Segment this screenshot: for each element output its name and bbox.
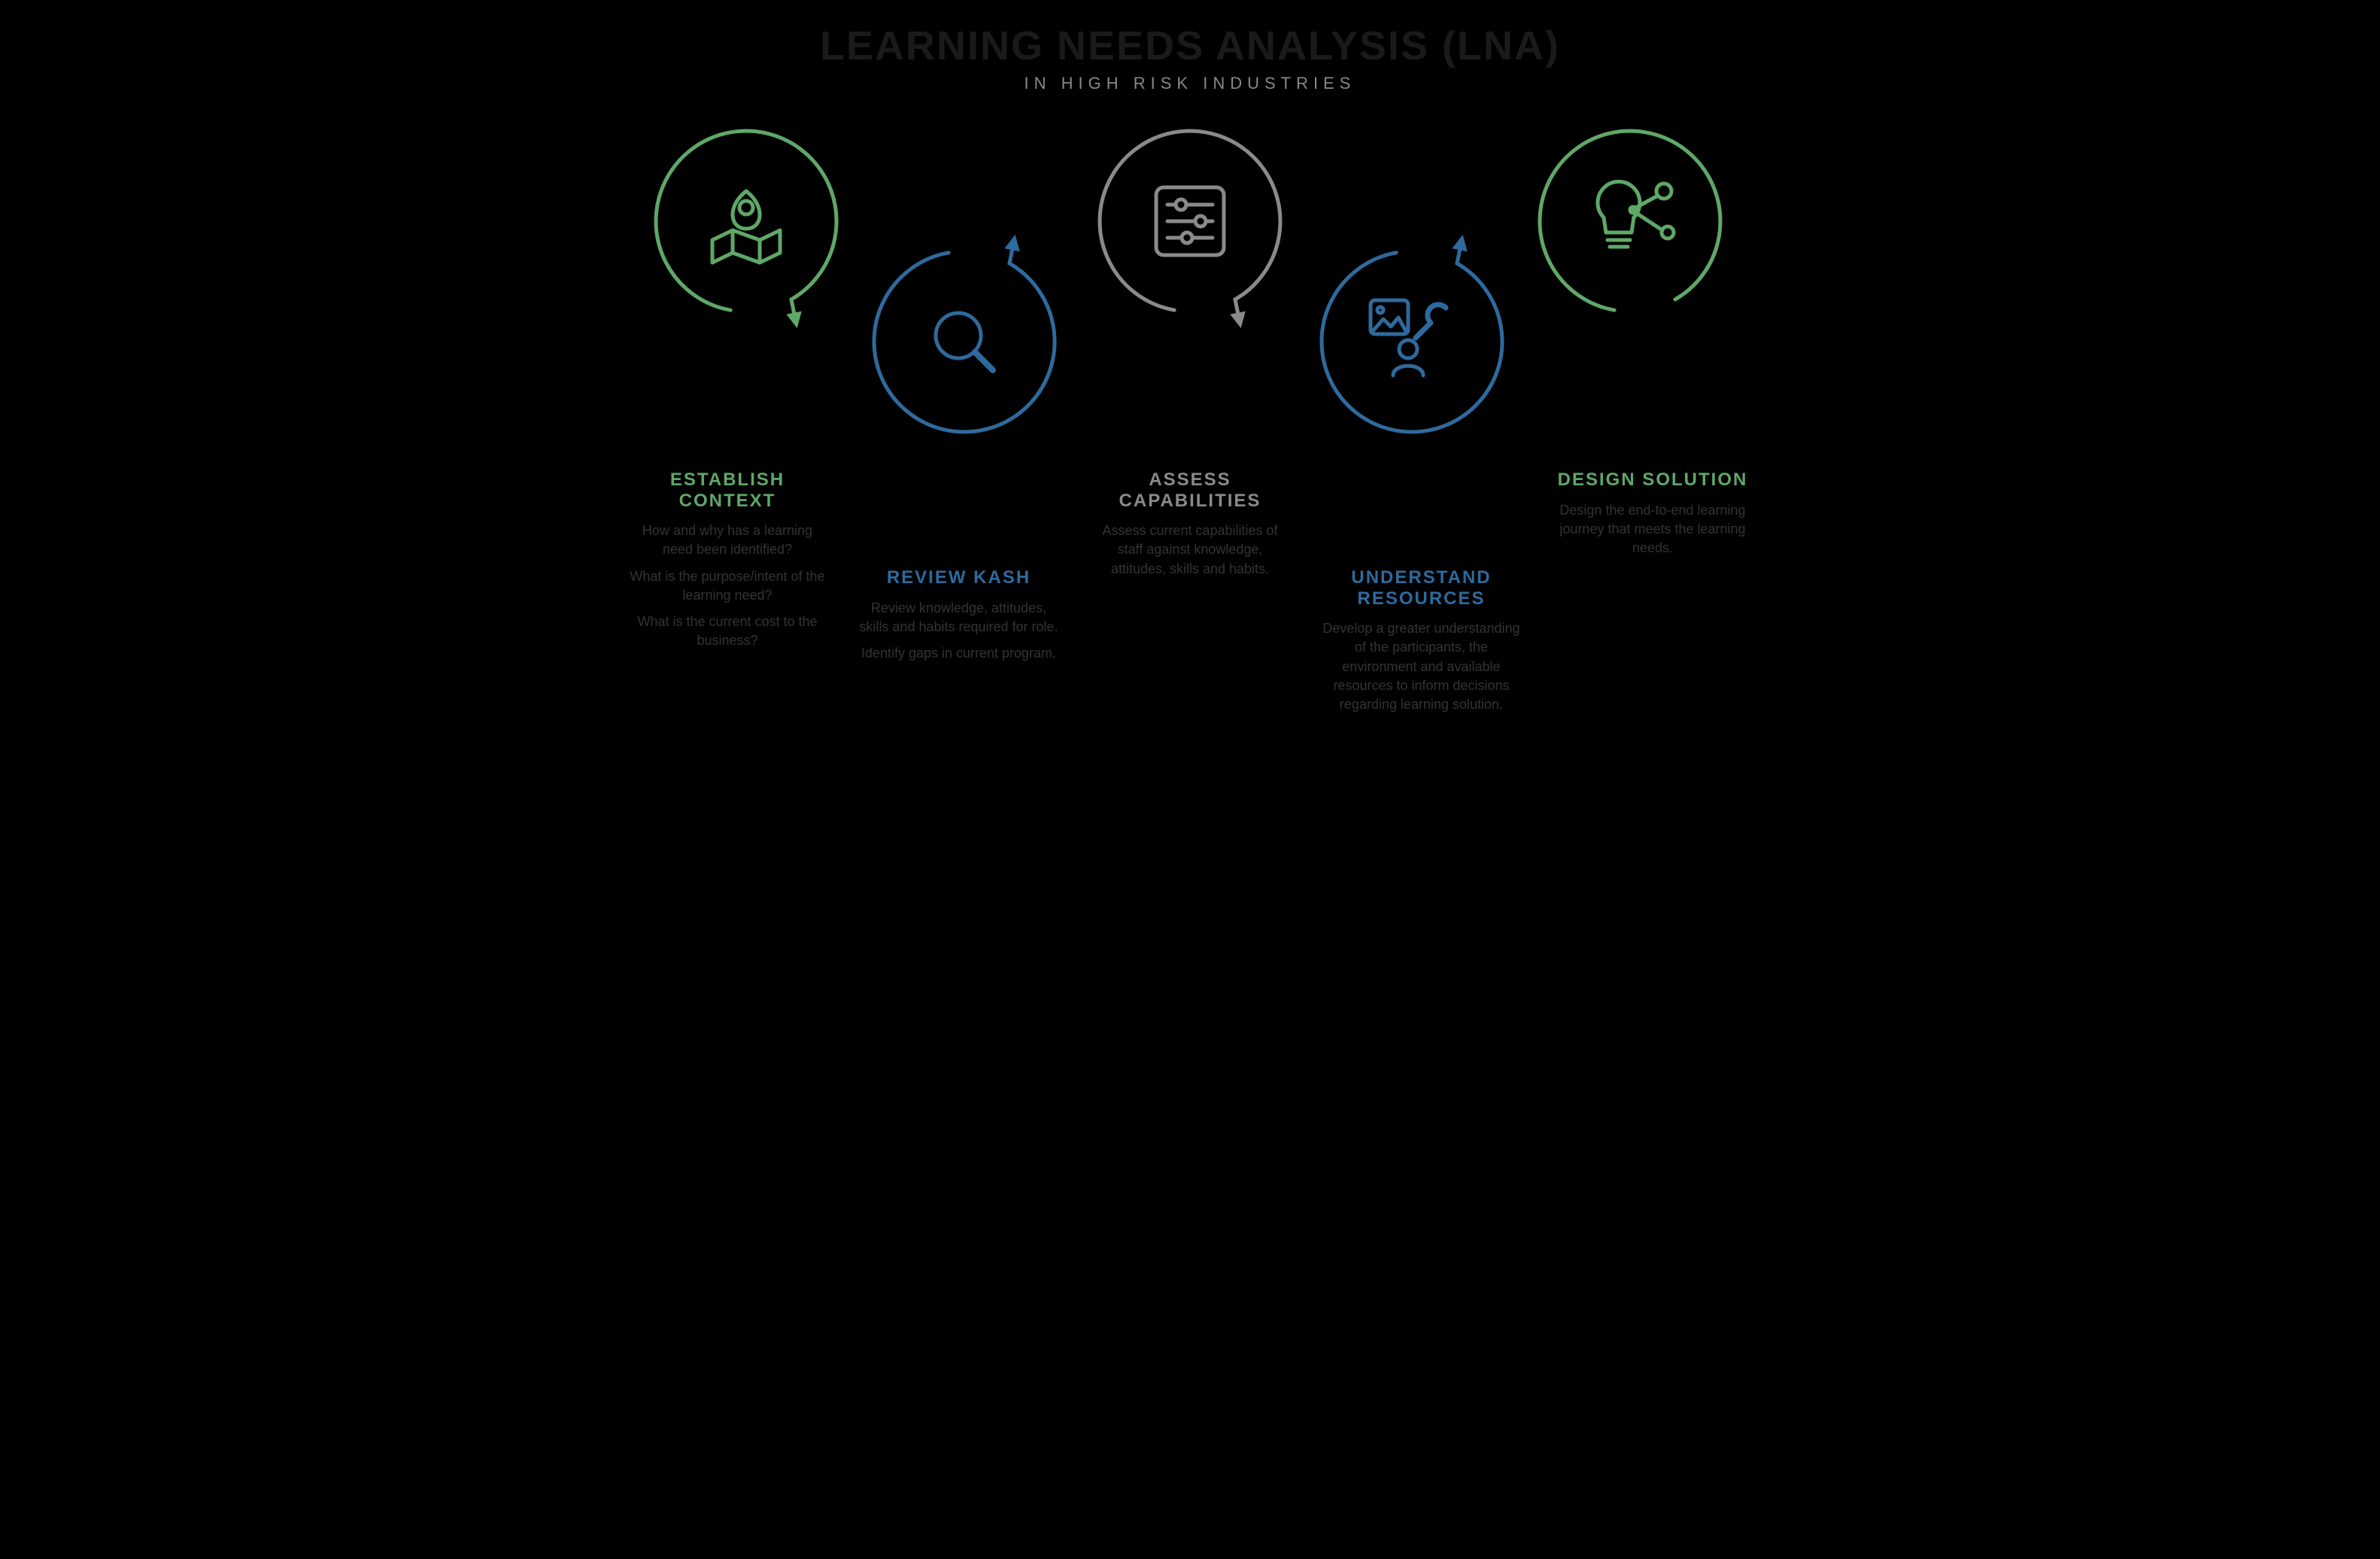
step-desc: Assess current capabilities of staff aga…: [1088, 521, 1292, 579]
page-title: LEARNING NEEDS ANALYSIS (LNA): [820, 23, 1560, 69]
step-column-n2: REVIEW KASH Review knowledge, attitudes, …: [858, 567, 1061, 722]
flow-diagram: [626, 116, 1754, 462]
step-desc: Develop a greater understanding of the p…: [1320, 619, 1523, 714]
step-title: REVIEW KASH: [887, 567, 1031, 588]
bulb-network-icon: [1598, 181, 1674, 247]
step-desc: Identify gaps in current program.: [861, 644, 1056, 663]
step-column-n4: UNDERSTAND RESOURCES Develop a greater un…: [1320, 567, 1523, 722]
flow-circle-n1: [656, 131, 836, 322]
step-column-n1: ESTABLISH CONTEXT How and why has a learn…: [626, 470, 829, 722]
step-column-n5: DESIGN SOLUTION Design the end-to-end lea…: [1551, 470, 1754, 722]
flow-circle-n2: [874, 241, 1055, 432]
flow-circle-n4: [1322, 241, 1502, 432]
step-desc: How and why has a learning need been ide…: [626, 521, 829, 559]
step-title: UNDERSTAND RESOURCES: [1320, 567, 1523, 609]
map-pin-icon: [712, 191, 780, 263]
step-desc: What is the purpose/intent of the learni…: [626, 567, 829, 605]
step-title: ASSESS CAPABILITIES: [1088, 470, 1292, 511]
flow-circle-n3: [1100, 131, 1280, 322]
step-column-n3: ASSESS CAPABILITIES Assess current capabi…: [1088, 470, 1292, 722]
magnifier-icon: [936, 313, 993, 370]
step-desc: Design the end-to-end learning journey t…: [1551, 501, 1754, 558]
step-title: DESIGN SOLUTION: [1558, 470, 1748, 491]
step-desc: Review knowledge, attitudes, skills and …: [858, 599, 1061, 637]
step-text-columns: ESTABLISH CONTEXT How and why has a learn…: [626, 470, 1754, 722]
image-wrench-user-icon: [1371, 300, 1446, 375]
sliders-icon: [1156, 187, 1224, 255]
step-desc: What is the current cost to the business…: [626, 612, 829, 650]
page-subtitle: IN HIGH RISK INDUSTRIES: [1025, 74, 1356, 93]
flow-circle-n5: [1540, 131, 1720, 310]
flow-svg: [626, 116, 1754, 462]
step-title: ESTABLISH CONTEXT: [626, 470, 829, 511]
